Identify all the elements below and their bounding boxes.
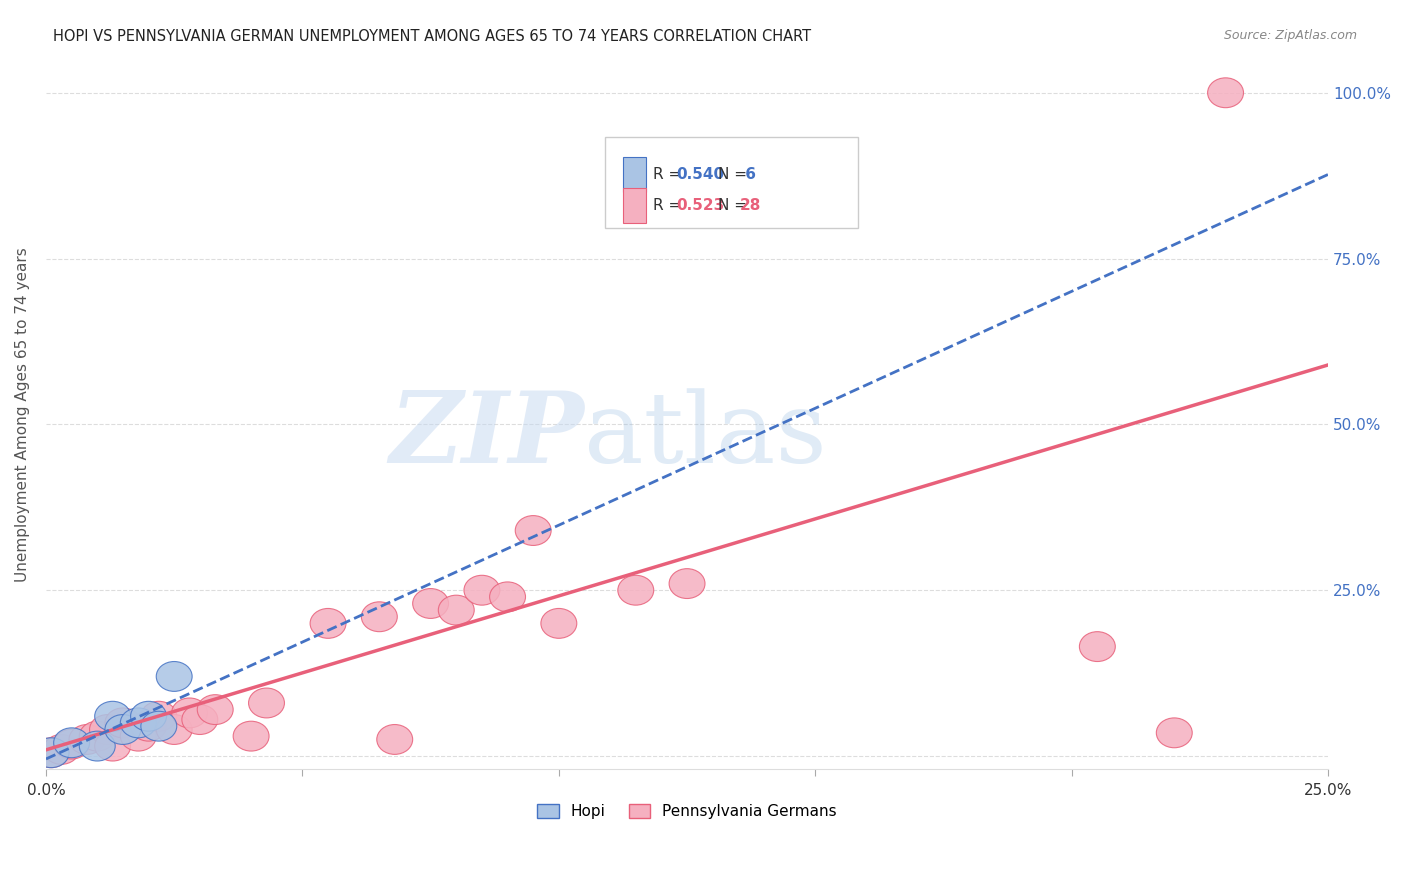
Y-axis label: Unemployment Among Ages 65 to 74 years: Unemployment Among Ages 65 to 74 years <box>15 247 30 582</box>
Ellipse shape <box>69 724 105 755</box>
Ellipse shape <box>377 724 413 755</box>
Ellipse shape <box>141 701 177 731</box>
Ellipse shape <box>156 714 193 745</box>
Ellipse shape <box>53 729 90 759</box>
Ellipse shape <box>105 708 141 738</box>
Text: Source: ZipAtlas.com: Source: ZipAtlas.com <box>1223 29 1357 42</box>
Ellipse shape <box>131 701 166 731</box>
Text: R =: R = <box>652 167 686 182</box>
Ellipse shape <box>1080 632 1115 662</box>
Text: ZIP: ZIP <box>389 387 585 484</box>
Ellipse shape <box>105 714 141 745</box>
Ellipse shape <box>79 731 115 761</box>
Ellipse shape <box>121 708 156 738</box>
Ellipse shape <box>1208 78 1243 108</box>
Ellipse shape <box>131 711 166 741</box>
Ellipse shape <box>181 705 218 734</box>
Ellipse shape <box>541 608 576 639</box>
Ellipse shape <box>1156 718 1192 747</box>
Text: HOPI VS PENNSYLVANIA GERMAN UNEMPLOYMENT AMONG AGES 65 TO 74 YEARS CORRELATION C: HOPI VS PENNSYLVANIA GERMAN UNEMPLOYMENT… <box>53 29 811 44</box>
Text: atlas: atlas <box>585 388 827 483</box>
Text: 0.523: 0.523 <box>676 198 724 213</box>
Ellipse shape <box>94 701 131 731</box>
Text: N =: N = <box>718 198 752 213</box>
Text: R =: R = <box>652 198 686 213</box>
Ellipse shape <box>34 738 69 768</box>
Ellipse shape <box>90 714 125 745</box>
Ellipse shape <box>121 722 156 751</box>
Ellipse shape <box>361 602 398 632</box>
Ellipse shape <box>94 731 131 761</box>
Ellipse shape <box>233 722 269 751</box>
Legend: Hopi, Pennsylvania Germans: Hopi, Pennsylvania Germans <box>531 798 844 825</box>
Ellipse shape <box>156 662 193 691</box>
Ellipse shape <box>141 711 177 741</box>
Ellipse shape <box>669 569 704 599</box>
Ellipse shape <box>747 197 782 227</box>
Ellipse shape <box>197 695 233 724</box>
Text: 0.540: 0.540 <box>676 167 724 182</box>
Ellipse shape <box>44 734 79 764</box>
Ellipse shape <box>172 698 208 728</box>
Ellipse shape <box>489 582 526 612</box>
Text: 28: 28 <box>740 198 762 213</box>
Text: N =: N = <box>718 167 752 182</box>
Ellipse shape <box>53 728 90 757</box>
Ellipse shape <box>311 608 346 639</box>
Ellipse shape <box>515 516 551 545</box>
Ellipse shape <box>79 722 115 751</box>
Text: 6: 6 <box>740 167 756 182</box>
Ellipse shape <box>439 595 474 625</box>
Ellipse shape <box>249 688 284 718</box>
Ellipse shape <box>413 589 449 618</box>
Ellipse shape <box>34 738 69 768</box>
Ellipse shape <box>464 575 501 605</box>
Ellipse shape <box>617 575 654 605</box>
